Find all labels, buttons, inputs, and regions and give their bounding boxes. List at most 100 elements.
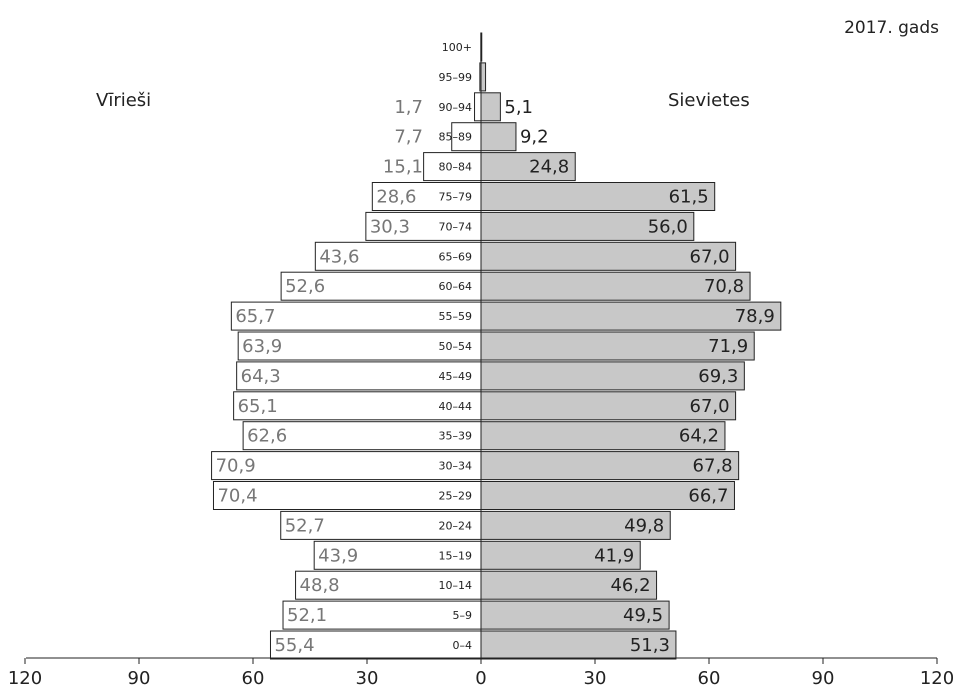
age-label: 30–34 xyxy=(439,460,473,473)
bar-women xyxy=(480,92,501,122)
bar-women xyxy=(480,510,671,540)
bar-women xyxy=(480,122,517,152)
bar-women xyxy=(480,630,677,660)
age-label: 40–44 xyxy=(439,400,473,413)
bar-men xyxy=(269,630,482,660)
value-label-women: 41,9 xyxy=(594,545,634,566)
value-label-men: 55,4 xyxy=(274,635,314,656)
legend-label-women: Sievietes xyxy=(668,90,750,111)
x-tick-label: 90 xyxy=(812,668,835,689)
age-label: 65–69 xyxy=(439,250,473,263)
age-label: 15–19 xyxy=(439,549,473,562)
value-label-women: 24,8 xyxy=(529,157,569,178)
value-label-women: 49,8 xyxy=(624,515,664,536)
value-label-men: 28,6 xyxy=(376,187,416,208)
bar-men xyxy=(237,331,482,361)
bar-men xyxy=(365,211,482,241)
value-label-women: 9,2 xyxy=(520,127,549,148)
value-label-men: 52,6 xyxy=(285,276,325,297)
value-label-men: 52,1 xyxy=(287,605,327,626)
value-label-women: 71,9 xyxy=(708,336,748,357)
age-label: 75–79 xyxy=(439,191,473,204)
bar-women xyxy=(480,62,487,92)
bar-women xyxy=(480,361,745,391)
x-tick-label: 60 xyxy=(698,668,721,689)
age-label: 5–9 xyxy=(453,609,473,622)
x-tick-label: 120 xyxy=(8,668,42,689)
age-label: 45–49 xyxy=(439,370,473,383)
bar-men xyxy=(230,301,482,331)
bar-men xyxy=(474,92,482,122)
age-label: 100+ xyxy=(442,41,472,54)
bar-women xyxy=(480,481,735,510)
bar-women xyxy=(480,570,658,600)
bar-women xyxy=(480,152,576,182)
value-label-women: 64,2 xyxy=(679,426,719,447)
age-label: 10–14 xyxy=(439,579,473,592)
value-label-men: 64,3 xyxy=(241,366,281,387)
age-label: 60–64 xyxy=(439,280,473,293)
value-label-women: 5,1 xyxy=(504,97,533,118)
bar-women xyxy=(480,540,641,570)
value-label-men: 48,8 xyxy=(300,575,340,596)
value-label-men: 63,9 xyxy=(242,336,282,357)
value-label-women: 66,7 xyxy=(688,486,728,507)
value-label-men: 30,3 xyxy=(370,216,410,237)
bar-men xyxy=(242,421,482,451)
value-label-men: 43,9 xyxy=(318,545,358,566)
value-label-women: 78,9 xyxy=(735,306,775,327)
value-label-women: 61,5 xyxy=(669,187,709,208)
value-label-women: 69,3 xyxy=(698,366,738,387)
value-label-women: 56,0 xyxy=(648,216,688,237)
value-label-men: 65,7 xyxy=(235,306,275,327)
bar-men xyxy=(280,271,482,301)
bar-men xyxy=(233,391,482,421)
value-label-women: 49,5 xyxy=(623,605,663,626)
value-label-men: 43,6 xyxy=(319,246,359,267)
bar-women xyxy=(480,182,716,211)
x-tick-label: 30 xyxy=(356,668,379,689)
age-label: 35–39 xyxy=(439,430,473,443)
bar-women xyxy=(480,211,695,241)
age-label: 95–99 xyxy=(439,71,473,84)
x-tick-label: 90 xyxy=(128,668,151,689)
value-label-men: 7,7 xyxy=(394,127,423,148)
bar-men xyxy=(236,361,482,391)
age-label: 85–89 xyxy=(439,131,473,144)
value-label-men: 65,1 xyxy=(238,396,278,417)
age-label: 25–29 xyxy=(439,490,473,503)
bar-men xyxy=(451,122,482,152)
x-tick-label: 0 xyxy=(475,668,486,689)
value-label-men: 1,7 xyxy=(394,97,423,118)
bar-women xyxy=(480,241,737,271)
age-label: 80–84 xyxy=(439,161,473,174)
x-tick-label: 120 xyxy=(920,668,954,689)
value-label-men: 15,1 xyxy=(383,157,423,178)
value-label-men: 70,4 xyxy=(217,486,257,507)
x-tick-label: 30 xyxy=(584,668,607,689)
bar-men xyxy=(314,241,482,271)
bar-men xyxy=(371,182,482,211)
value-label-women: 46,2 xyxy=(610,575,650,596)
bar-women xyxy=(480,301,782,331)
age-label: 20–24 xyxy=(439,519,473,532)
value-label-women: 67,0 xyxy=(690,396,730,417)
bar-men xyxy=(423,152,482,182)
value-label-men: 62,6 xyxy=(247,426,287,447)
age-label: 90–94 xyxy=(439,101,473,114)
bar-women xyxy=(480,600,670,630)
age-label: 55–59 xyxy=(439,310,473,323)
value-label-women: 67,0 xyxy=(690,246,730,267)
age-label: 0–4 xyxy=(453,639,473,652)
bar-women xyxy=(480,391,737,421)
x-tick-label: 60 xyxy=(242,668,265,689)
value-label-women: 70,8 xyxy=(704,276,744,297)
value-label-men: 52,7 xyxy=(285,515,325,536)
value-label-women: 51,3 xyxy=(630,635,670,656)
chart-title: 2017. gads xyxy=(844,18,939,38)
legend-label-men: Vīrieši xyxy=(96,90,152,111)
age-label: 50–54 xyxy=(439,340,473,353)
value-label-women: 67,8 xyxy=(693,456,733,477)
age-label: 70–74 xyxy=(439,220,473,233)
